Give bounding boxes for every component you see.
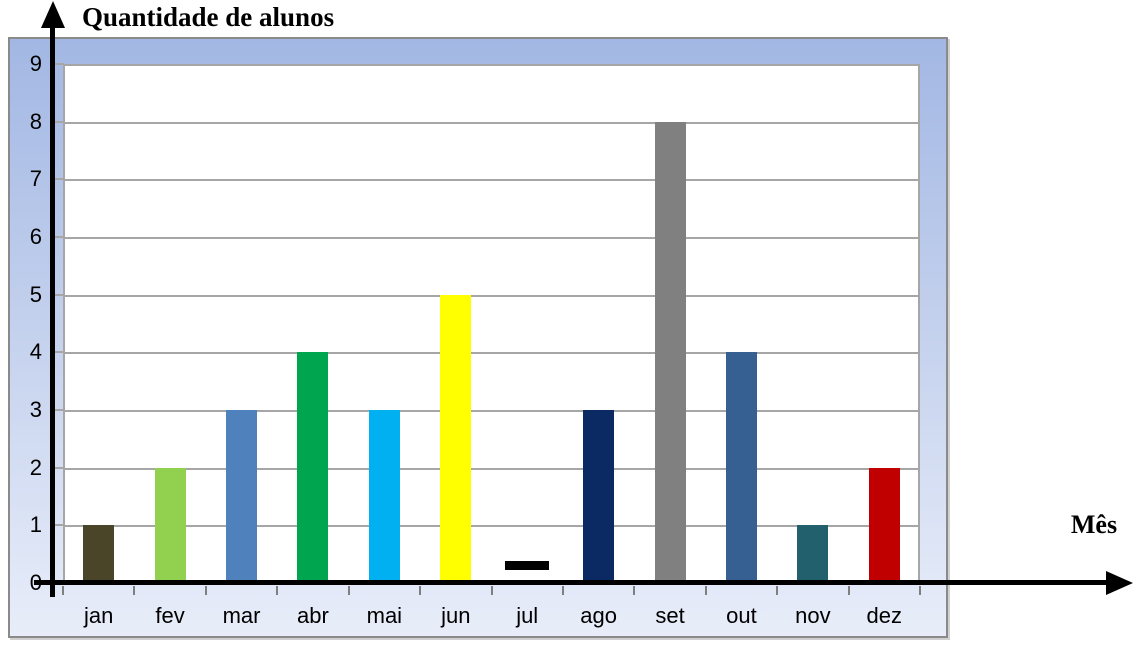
- gridline-2: [65, 467, 918, 470]
- bar-set: [654, 122, 686, 583]
- y-tick-label-6: 6: [29, 224, 42, 249]
- x-tick-label-jun: jun: [441, 603, 471, 628]
- gridline-stub-8: [50, 120, 64, 123]
- x-axis-arrow-icon: [1106, 571, 1133, 595]
- bar-fev: [154, 468, 186, 583]
- x-tick-label-dez: dez: [866, 603, 903, 628]
- x-axis-line: [34, 580, 1108, 585]
- x-tick-label-mar: mar: [222, 603, 261, 628]
- gridline-stub-6: [50, 236, 64, 238]
- x-axis-tick-11: [847, 586, 850, 595]
- x-tick-label-jul: jul: [516, 603, 539, 628]
- gridline-5: [65, 294, 918, 297]
- plot-area: [63, 64, 920, 583]
- gridline-7: [65, 179, 918, 182]
- y-tick-label-3: 3: [29, 397, 42, 422]
- x-tick-label-out: out: [726, 603, 757, 628]
- y-tick-label-1: 1: [29, 512, 42, 538]
- x-axis-tick-7: [561, 586, 564, 595]
- x-axis-tick-5: [419, 586, 422, 595]
- x-axis-tick-2: [204, 586, 207, 595]
- gridline-stub-1: [50, 524, 64, 527]
- y-tick-label-5: 5: [29, 281, 42, 307]
- y-tick-label-7: 7: [29, 166, 42, 192]
- x-axis-tick-1: [133, 586, 136, 595]
- x-axis-tick-10: [776, 586, 779, 595]
- gridline-1: [65, 525, 918, 528]
- x-tick-label-jan: jan: [84, 603, 114, 628]
- x-tick-label-fev: fev: [155, 603, 185, 628]
- x-axis-tick-9: [704, 586, 707, 595]
- x-tick-label-nov: nov: [795, 603, 831, 628]
- bar-nov: [797, 525, 829, 583]
- x-axis-tick-12: [919, 586, 921, 595]
- gridline-stub-9: [50, 63, 64, 65]
- x-axis-tick-3: [276, 586, 279, 595]
- x-axis-tick-8: [633, 586, 636, 595]
- bar-out: [725, 352, 757, 583]
- bar-dez: [868, 468, 900, 583]
- y-tick-label-8: 8: [29, 108, 42, 134]
- gridline-stub-2: [50, 466, 64, 469]
- chart-title: Quantidade de alunos: [82, 2, 335, 32]
- y-axis-arrow-icon: [41, 1, 65, 28]
- x-axis-tick-4: [347, 586, 350, 595]
- bar-zero-dash-jul: [505, 561, 550, 570]
- gridline-8: [65, 121, 918, 124]
- gridline-stub-5: [50, 293, 64, 296]
- x-tick-label-set: set: [655, 603, 685, 628]
- bar-ago: [583, 410, 615, 583]
- x-axis-tick-6: [490, 586, 493, 595]
- gridline-6: [65, 237, 918, 239]
- y-tick-label-4: 4: [29, 339, 42, 365]
- bar-mar: [226, 410, 258, 583]
- y-tick-label-0: 0: [29, 570, 42, 595]
- y-tick-label-2: 2: [29, 454, 42, 480]
- y-tick-label-9: 9: [29, 51, 42, 76]
- gridline-stub-3: [50, 409, 64, 411]
- x-tick-label-mai: mai: [366, 603, 403, 628]
- bar-mai: [368, 410, 400, 583]
- y-axis-line: [50, 22, 55, 597]
- gridline-stub-4: [50, 351, 64, 354]
- gridline-3: [65, 410, 918, 412]
- gridline-4: [65, 352, 918, 355]
- x-tick-label-abr: abr: [297, 603, 329, 628]
- gridline-stub-7: [50, 178, 64, 181]
- x-axis-tick-0: [62, 586, 64, 595]
- bar-jun: [440, 295, 472, 583]
- x-tick-label-ago: ago: [580, 603, 617, 628]
- bar-jan: [83, 525, 115, 583]
- x-axis-title: Mês: [1070, 510, 1118, 539]
- bar-abr: [297, 352, 329, 583]
